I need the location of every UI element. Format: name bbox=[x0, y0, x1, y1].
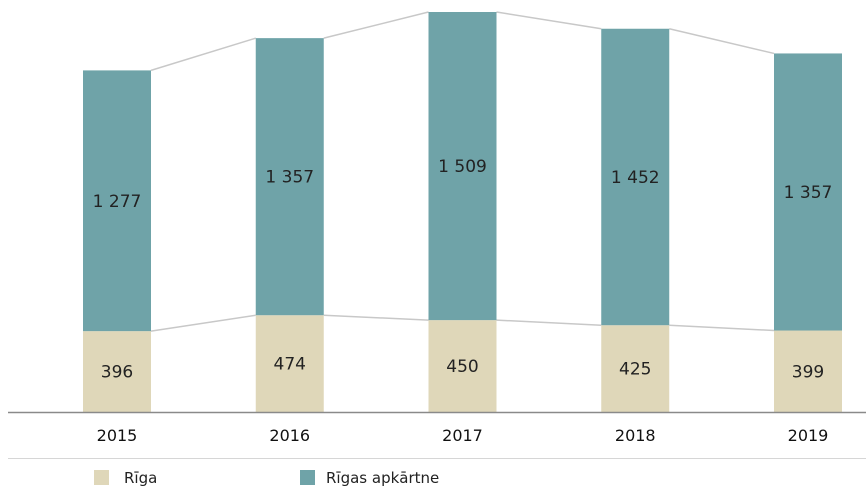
connector-line-total bbox=[496, 11, 602, 30]
connector-line-total bbox=[669, 28, 775, 55]
x-tick-label: 2018 bbox=[615, 426, 656, 445]
bar-rigas-apkartne-2018 bbox=[601, 28, 670, 326]
data-label-rigas-apkartne: 1 509 bbox=[438, 157, 487, 177]
data-label-rigas-apkartne: 1 357 bbox=[265, 168, 314, 188]
legend-swatch-rigas-apkartne bbox=[300, 470, 315, 485]
bar-riga-2016 bbox=[255, 315, 324, 412]
bar-riga-2017 bbox=[428, 320, 497, 412]
data-label-riga: 450 bbox=[446, 357, 478, 377]
bar-riga-2015 bbox=[83, 331, 151, 412]
bar-rigas-apkartne-2015 bbox=[83, 70, 151, 332]
data-label-rigas-apkartne: 1 357 bbox=[784, 183, 833, 203]
legend: Rīga Rīgas apkārtne bbox=[94, 469, 439, 487]
data-label-rigas-apkartne: 1 452 bbox=[611, 168, 660, 188]
connector-line-riga bbox=[323, 314, 429, 321]
x-tick-label: 2016 bbox=[269, 426, 310, 445]
legend-label-rigas-apkartne: Rīgas apkārtne bbox=[326, 469, 439, 487]
bar-rigas-apkartne-2019 bbox=[774, 53, 842, 331]
data-label-rigas-apkartne: 1 277 bbox=[93, 192, 142, 212]
data-label-riga: 399 bbox=[792, 362, 824, 382]
connector-line-riga bbox=[496, 319, 602, 326]
data-label-riga: 396 bbox=[101, 363, 133, 383]
data-label-riga: 474 bbox=[274, 355, 306, 375]
legend-label-riga: Rīga bbox=[124, 469, 157, 487]
connector-lines bbox=[150, 11, 775, 332]
data-label-riga: 425 bbox=[619, 360, 651, 380]
x-tick-label: 2019 bbox=[788, 426, 829, 445]
x-tick-label: 2015 bbox=[97, 426, 138, 445]
x-tick-label: 2017 bbox=[442, 426, 483, 445]
bar-rigas-apkartne-2016 bbox=[255, 38, 324, 316]
bar-riga-2019 bbox=[774, 330, 842, 412]
bar-riga-2018 bbox=[601, 325, 670, 412]
legend-swatch-riga bbox=[94, 470, 109, 485]
connector-line-total bbox=[150, 37, 256, 72]
bar-rigas-apkartne-2017 bbox=[428, 12, 497, 321]
connector-line-riga bbox=[669, 324, 775, 332]
connector-line-riga bbox=[150, 314, 256, 332]
connector-line-total bbox=[323, 11, 429, 39]
